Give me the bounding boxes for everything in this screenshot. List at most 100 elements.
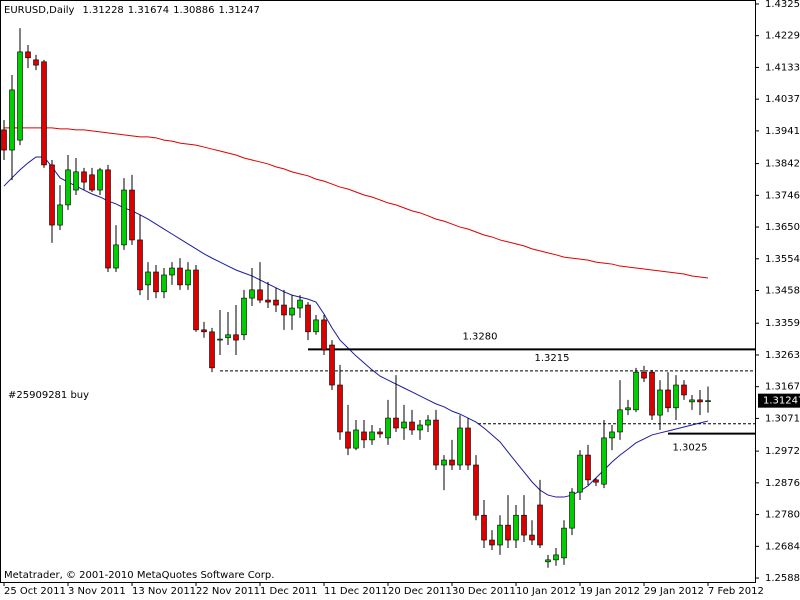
y-tick-label: 1.30710 <box>765 413 800 424</box>
candle-body <box>665 389 671 409</box>
x-tick-label: 20 Dec 2011 <box>388 586 452 597</box>
price-tag <box>758 393 800 408</box>
candle-body <box>337 384 343 433</box>
candle-body <box>153 271 159 293</box>
candle-body <box>425 419 431 426</box>
candle-body <box>377 431 383 435</box>
header-close: 1.31247 <box>219 5 260 16</box>
candle-body <box>609 431 615 439</box>
candle-body <box>617 409 623 433</box>
candle-body <box>673 384 679 409</box>
y-tick-label: 1.32630 <box>765 350 800 361</box>
y-tick-label: 1.43250 <box>765 0 800 10</box>
x-tick-label: 19 Jan 2012 <box>580 586 640 597</box>
candle-body <box>321 319 327 351</box>
candle-body <box>17 51 23 141</box>
candle-body <box>241 297 247 336</box>
x-tick-label: 25 Oct 2011 <box>4 586 66 597</box>
candle-body <box>105 169 111 269</box>
candle-body <box>185 269 191 286</box>
candle-body <box>553 554 559 561</box>
y-tick-label: 1.39410 <box>765 126 800 137</box>
candle-body <box>1 129 7 151</box>
x-tick-label: 3 Nov 2011 <box>68 586 126 597</box>
candle-body <box>193 269 199 331</box>
candle-body <box>369 431 375 441</box>
level-label: 1.3025 <box>673 443 708 454</box>
y-tick-label: 1.42290 <box>765 31 800 42</box>
candle-body <box>49 164 55 226</box>
candle-body <box>209 331 215 369</box>
candle-body <box>129 189 135 241</box>
watermark: Metatrader, © 2001-2010 MetaQuotes Softw… <box>4 570 274 581</box>
candle-body <box>537 504 543 546</box>
symbol: EURUSD,Daily <box>4 5 75 16</box>
candle-body <box>57 204 63 226</box>
candle-body <box>217 338 223 341</box>
y-tick-label: 1.35540 <box>765 254 800 265</box>
candle-body <box>513 514 519 541</box>
candle-body <box>601 437 607 485</box>
candle-body <box>113 244 119 269</box>
level-label: 1.3280 <box>463 331 498 342</box>
x-tick-label: 22 Nov 2011 <box>196 586 260 597</box>
candle-body <box>89 174 95 191</box>
candle-body <box>353 429 359 449</box>
candle-body <box>81 171 87 183</box>
candle-body <box>25 51 31 59</box>
candle-body <box>641 371 647 379</box>
header-low: 1.30886 <box>173 5 214 16</box>
price-tag-label: 1.31247 <box>763 396 800 407</box>
y-tick-label: 1.27800 <box>765 510 800 521</box>
y-tick-label: 1.40370 <box>765 94 800 105</box>
candle-body <box>177 267 183 286</box>
candle-body <box>433 419 439 466</box>
candle-body <box>249 289 255 299</box>
candle-body <box>201 329 207 333</box>
plot-area <box>1 28 755 568</box>
y-tick-label: 1.31670 <box>765 382 800 393</box>
candle-body <box>97 169 103 191</box>
candle-body <box>625 407 631 411</box>
y-tick-label: 1.26840 <box>765 541 800 552</box>
chart-header: EURUSD,Daily 1.31228 1.31674 1.30886 1.31247 <box>4 5 260 16</box>
candle-body <box>593 479 599 483</box>
candle-body <box>345 431 351 449</box>
candle-body <box>569 491 575 529</box>
x-tick-label: 7 Feb 2012 <box>708 586 764 597</box>
plot-frame <box>0 0 756 583</box>
x-tick-label: 29 Jan 2012 <box>644 586 704 597</box>
y-tick-label: 1.41330 <box>765 62 800 73</box>
candle-body <box>169 267 175 276</box>
candle-body <box>649 371 655 416</box>
candle-body <box>473 464 479 516</box>
candle-body <box>681 384 687 396</box>
candle-body <box>137 239 143 291</box>
candle-body <box>705 400 711 402</box>
y-tick-label: 1.28760 <box>765 478 800 489</box>
candle-body <box>441 459 447 466</box>
candle-body <box>161 274 167 293</box>
candle-body <box>577 454 583 493</box>
candle-body <box>497 524 503 546</box>
candle-body <box>73 171 79 191</box>
candle-body <box>273 299 279 306</box>
candle-body <box>481 514 487 541</box>
candle-body <box>449 459 455 466</box>
candle-body <box>505 524 511 541</box>
candle-body <box>385 417 391 439</box>
candle-body <box>33 59 39 66</box>
y-tick-label: 1.29720 <box>765 446 800 457</box>
candle-body <box>9 89 15 151</box>
candle-body <box>121 189 127 246</box>
candle-body <box>561 527 567 559</box>
candle-body <box>409 421 415 431</box>
x-tick-label: 10 Jan 2012 <box>516 586 576 597</box>
candle-body <box>281 304 287 316</box>
candle-body <box>65 169 71 206</box>
order-label: #25909281 buy <box>8 390 89 401</box>
candle-body <box>545 559 551 563</box>
